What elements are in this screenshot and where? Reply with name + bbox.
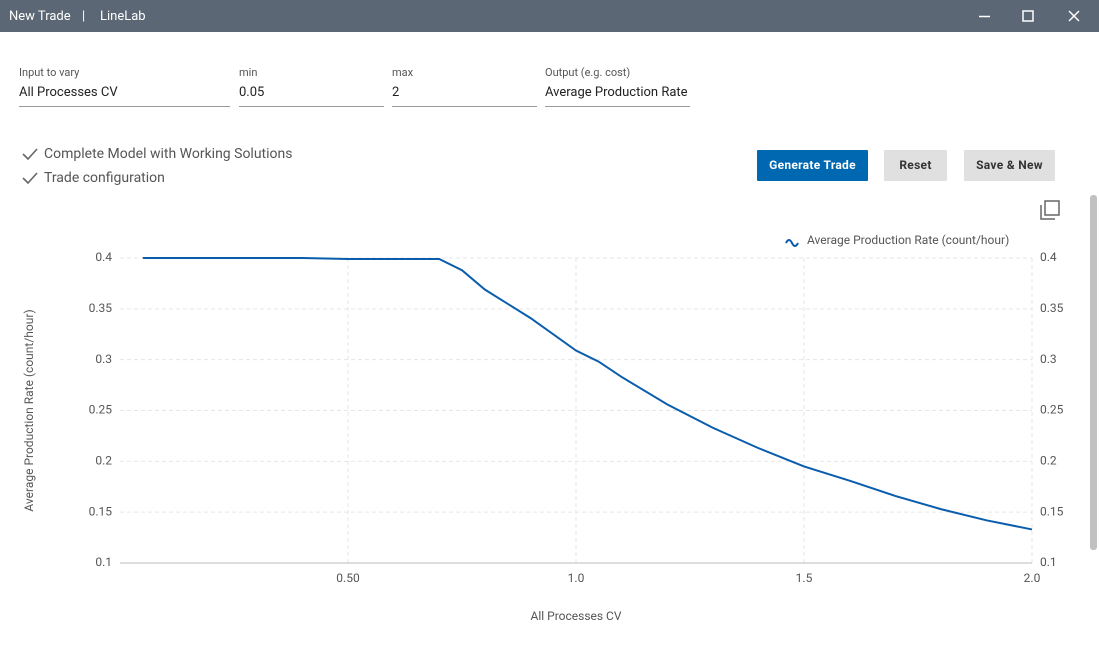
x-tick-label: 1.5 [796, 571, 813, 585]
check-text: Complete Model with Working Solutions [44, 146, 293, 162]
app-name: LineLab [100, 9, 146, 24]
window-controls [979, 10, 1080, 22]
field-value: Average Production Rate [545, 85, 688, 100]
x-tick-label: 1.0 [568, 571, 585, 585]
reset-button[interactable]: Reset [884, 150, 947, 181]
check-icon [22, 172, 38, 185]
chart: 0.1 0.1 0.15 0.15 0.2 0.2 0.25 0.25 0.3 0.3 0.35 0.… [22, 200, 1064, 623]
close-button[interactable] [1068, 10, 1080, 22]
window-title: New Trade [9, 9, 71, 24]
y2-tick-label: 0.25 [1040, 403, 1064, 417]
field-value: All Processes CV [19, 85, 118, 100]
y2-tick-label: 0.15 [1040, 504, 1064, 518]
y2-tick-label: 0.1 [1040, 555, 1057, 569]
y-tick-label: 0.3 [95, 352, 112, 366]
y-axis-label: Average Production Rate (count/hour) [22, 309, 36, 511]
field-label: Input to vary [19, 66, 80, 79]
y-tick-label: 0.25 [89, 403, 113, 417]
y-tick-label: 0.15 [89, 504, 113, 518]
field-value: 0.05 [239, 85, 265, 100]
y2-tick-label: 0.2 [1040, 454, 1057, 468]
generate-button[interactable]: Generate Trade [757, 150, 868, 181]
legend-icon [785, 239, 799, 247]
title-bar: New Trade | LineLab [0, 0, 1099, 32]
title-separator: | [82, 9, 86, 24]
check-text: Trade configuration [44, 170, 165, 186]
field-label: max [392, 66, 414, 79]
x-tick-label: 2.0 [1024, 571, 1041, 585]
x-tick-label: 0.50 [336, 571, 360, 585]
maximize-button[interactable] [1022, 10, 1034, 22]
y-tick-label: 0.4 [95, 250, 112, 264]
save-new-button[interactable]: Save & New [964, 150, 1055, 181]
y-tick-label: 0.35 [89, 301, 113, 315]
field-label: Output (e.g. cost) [545, 66, 631, 79]
scrollbar[interactable] [1090, 195, 1097, 550]
input-field[interactable]: Output (e.g. cost) Average Production Ra… [545, 66, 690, 107]
check-icon [22, 148, 38, 161]
y-tick-label: 0.2 [95, 454, 112, 468]
y2-tick-label: 0.35 [1040, 301, 1064, 315]
input-field[interactable]: min 0.05 [239, 66, 384, 107]
y2-tick-label: 0.4 [1040, 250, 1057, 264]
data-line [142, 257, 1033, 531]
field-value: 2 [392, 85, 400, 100]
y-tick-label: 0.1 [95, 555, 112, 569]
x-axis-label: All Processes CV [530, 609, 621, 623]
y2-tick-label: 0.3 [1040, 352, 1057, 366]
input-field[interactable]: max 2 [392, 66, 537, 107]
copy-icon[interactable] [1040, 200, 1060, 220]
input-field[interactable]: Input to vary All Processes CV [19, 66, 230, 107]
legend-label: Average Production Rate (count/hour) [807, 233, 1009, 247]
field-label: min [239, 66, 258, 79]
